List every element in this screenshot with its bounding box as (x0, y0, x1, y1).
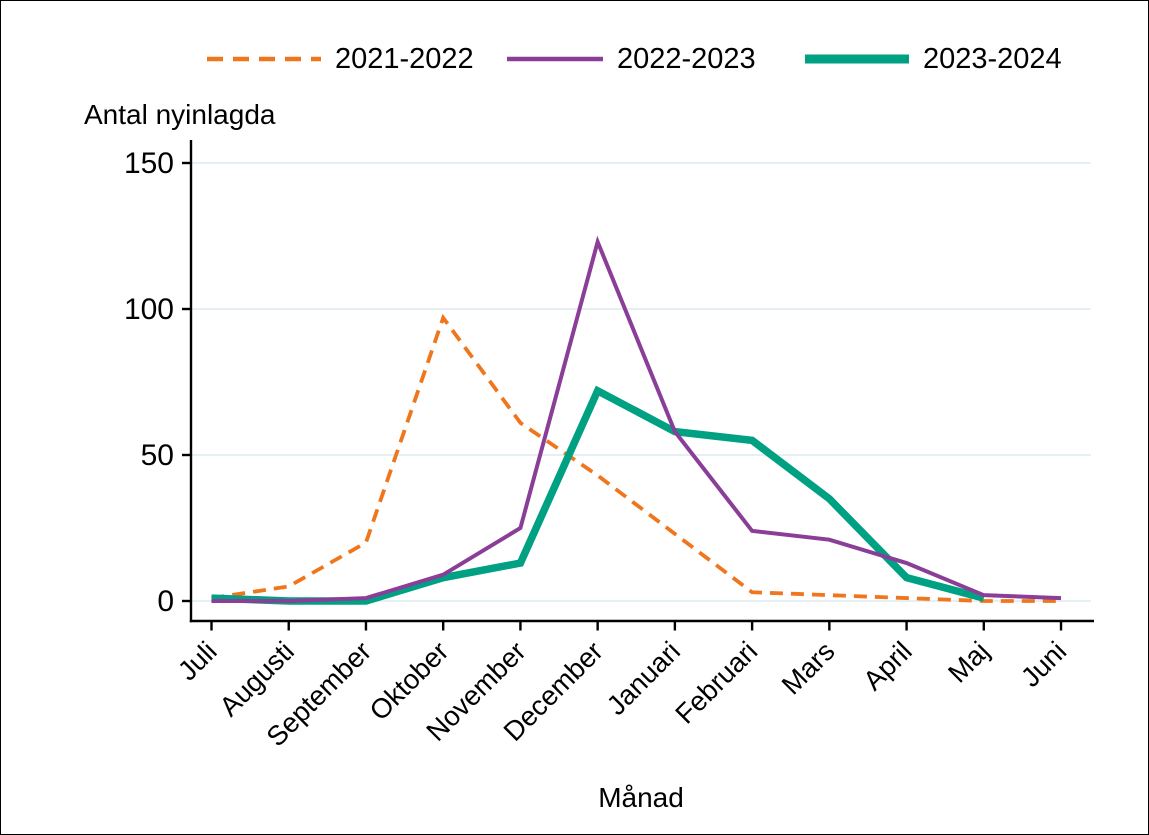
y-tick-label: 0 (157, 585, 174, 618)
x-tick-label: Maj (942, 635, 995, 688)
legend-item-2022-2023: 2022-2023 (506, 43, 756, 75)
legend-label: 2021-2022 (335, 43, 474, 75)
x-axis-title: Månad (598, 782, 684, 813)
series-line-2023-2024 (211, 385, 985, 605)
legend-item-2023-2024: 2023-2024 (804, 43, 1062, 75)
legend-swatch-solid-line (507, 56, 603, 62)
y-tick-label: 100 (124, 293, 174, 326)
legend-swatch-thick-line (805, 54, 909, 64)
series-line-2021-2022 (211, 313, 1062, 603)
y-axis-title: Antal nyinlagda (84, 99, 276, 130)
series-line-2022-2023 (211, 235, 1062, 603)
legend-item-2021-2022: 2021-2022 (206, 43, 474, 75)
x-tick-label: Mars (775, 635, 840, 700)
x-tick-label: Juni (1015, 635, 1073, 693)
chart-legend: 2021-2022 2022-2023 2023-2024 (1, 1, 1148, 91)
x-tick-label: Februari (669, 635, 763, 729)
x-tick-label: Juli (172, 635, 223, 686)
legend-label: 2023-2024 (923, 43, 1062, 75)
legend-label: 2022-2023 (617, 43, 756, 75)
legend-swatch-dashed-line (207, 56, 321, 62)
x-tick-label: April (857, 635, 918, 696)
y-tick-label: 50 (141, 439, 174, 472)
y-tick-label: 150 (124, 147, 174, 180)
